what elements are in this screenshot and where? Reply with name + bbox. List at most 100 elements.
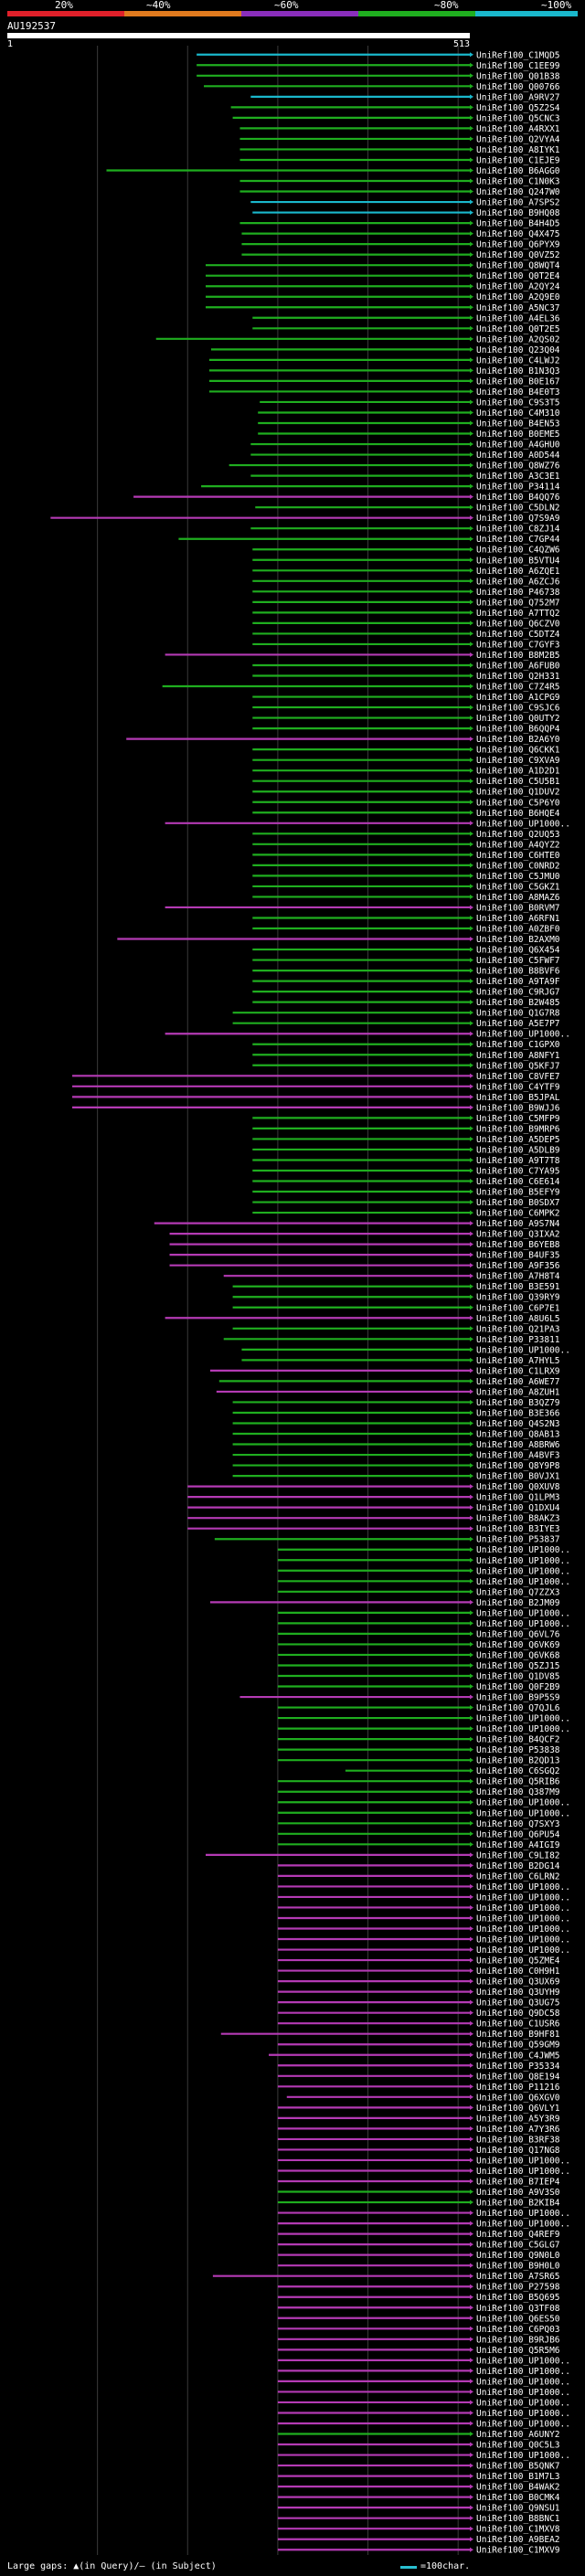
- hit-end-marker: [470, 2094, 473, 2100]
- hit-end-marker: [470, 810, 473, 815]
- hit-end-marker: [470, 1883, 473, 1889]
- hit-label: UniRef100_C4QZW6: [476, 546, 560, 556]
- hit-label: UniRef100_Q4X475: [476, 229, 560, 239]
- hit-end-marker: [470, 388, 473, 394]
- hit-end-marker: [470, 1442, 473, 1447]
- hit-end-marker: [470, 2484, 473, 2489]
- hit-end-marker: [470, 1736, 473, 1742]
- hit-label: UniRef100_B9HQ08: [476, 208, 560, 218]
- hit-label: UniRef100_Q6VK69: [476, 1640, 560, 1650]
- hit-label: UniRef100_C7GYF3: [476, 640, 560, 650]
- hit-label: UniRef100_C5DLN2: [476, 504, 560, 514]
- hit-end-marker: [470, 758, 473, 763]
- hit-label: UniRef100_Q01B38: [476, 71, 560, 81]
- hit-label: UniRef100_Q3IXA2: [476, 1230, 560, 1240]
- hit-end-marker: [470, 1662, 473, 1668]
- hit-end-marker: [470, 1073, 473, 1078]
- hit-end-marker: [470, 1452, 473, 1458]
- hit-label: UniRef100_A0ZBF0: [476, 925, 560, 935]
- hit-end-marker: [470, 357, 473, 363]
- hit-end-marker: [470, 1515, 473, 1521]
- hit-end-marker: [470, 1052, 473, 1057]
- hit-label: UniRef100_B6QQP4: [476, 725, 560, 735]
- hit-end-marker: [470, 62, 473, 68]
- hit-end-marker: [470, 1978, 473, 1984]
- hit-end-marker: [470, 231, 473, 237]
- hit-label: UniRef100_B4QCF2: [476, 1735, 560, 1745]
- hit-end-marker: [470, 1989, 473, 1995]
- hit-label: UniRef100_UP1000..: [476, 1556, 570, 1566]
- hit-label: UniRef100_UP1000..: [476, 1808, 570, 1818]
- hit-end-marker: [470, 831, 473, 836]
- hit-label: UniRef100_C4LWJ2: [476, 355, 560, 366]
- hit-label: UniRef100_A5E7P7: [476, 1019, 560, 1029]
- hit-end-marker: [470, 473, 473, 479]
- hit-end-marker: [470, 937, 473, 942]
- hit-label: UniRef100_C0H9H1: [476, 1966, 560, 1977]
- hit-label: UniRef100_Q6XGV0: [476, 2093, 560, 2103]
- hit-label: UniRef100_UP1000..: [476, 1903, 570, 1913]
- hit-label: UniRef100_A2Q9E0: [476, 292, 560, 302]
- hit-end-marker: [470, 1010, 473, 1015]
- hit-end-marker: [470, 1705, 473, 1711]
- hit-end-marker: [470, 1694, 473, 1700]
- hit-label: UniRef100_B3QZ79: [476, 1398, 560, 1408]
- hit-label: UniRef100_Q7ZZX3: [476, 1587, 560, 1597]
- hit-label: UniRef100_B6AGG0: [476, 166, 560, 176]
- hit-end-marker: [470, 800, 473, 805]
- hit-label: UniRef100_UP1000..: [476, 2356, 570, 2366]
- hit-label: UniRef100_B9WJJ6: [476, 1103, 560, 1113]
- hit-end-marker: [470, 2062, 473, 2068]
- scale-label-40: ~40%: [146, 0, 171, 11]
- hit-label: UniRef100_B4UF35: [476, 1251, 560, 1261]
- hit-label: UniRef100_UP1000..: [476, 1577, 570, 1587]
- scale-key-line: [400, 2566, 417, 2569]
- hit-label: UniRef100_Q0F2B9: [476, 1682, 560, 1692]
- hit-end-marker: [470, 2189, 473, 2195]
- hit-end-marker: [470, 2474, 473, 2479]
- hit-label: UniRef100_P53837: [476, 1535, 560, 1545]
- hit-label: UniRef100_C1GPX0: [476, 1040, 560, 1050]
- hit-label: UniRef100_Q5CNC3: [476, 113, 560, 123]
- hit-label: UniRef100_B9HF81: [476, 2030, 560, 2040]
- hit-label: UniRef100_Q3UG75: [476, 1998, 560, 2009]
- hit-end-marker: [470, 2358, 473, 2363]
- hit-end-marker: [470, 346, 473, 352]
- hit-label: UniRef100_A8NFY1: [476, 1051, 560, 1061]
- hit-end-marker: [470, 1799, 473, 1805]
- hit-end-marker: [470, 1526, 473, 1532]
- hit-end-marker: [470, 768, 473, 773]
- hit-end-marker: [470, 399, 473, 405]
- hit-end-marker: [470, 104, 473, 110]
- hit-label: UniRef100_Q7QJL6: [476, 1703, 560, 1713]
- hit-end-marker: [470, 652, 473, 657]
- hit-label: UniRef100_UP1000..: [476, 819, 570, 829]
- hit-end-marker: [470, 968, 473, 973]
- hit-label: UniRef100_B4QQ76: [476, 493, 560, 503]
- hit-label: UniRef100_A7TTQ2: [476, 609, 560, 619]
- hit-end-marker: [470, 167, 473, 173]
- hit-label: UniRef100_C6LRN2: [476, 1871, 560, 1882]
- hit-end-marker: [470, 1904, 473, 1910]
- hit-label: UniRef100_UP1000..: [476, 2156, 570, 2166]
- hit-end-marker: [470, 1115, 473, 1120]
- hit-label: UniRef100_C5DTZ4: [476, 630, 560, 640]
- hit-label: UniRef100_C1USR6: [476, 2019, 560, 2030]
- hit-label: UniRef100_A7Y3R6: [476, 2125, 560, 2135]
- hit-label: UniRef100_A3C3E1: [476, 472, 560, 482]
- hit-label: UniRef100_Q5R5M6: [476, 2346, 560, 2356]
- hit-label: UniRef100_B0VJX1: [476, 1472, 560, 1482]
- hit-label: UniRef100_A8ZUH1: [476, 1387, 560, 1397]
- hit-label: UniRef100_Q59GM9: [476, 2041, 560, 2051]
- hit-end-marker: [470, 737, 473, 742]
- hit-label: UniRef100_C4JWM5: [476, 2051, 560, 2061]
- hit-label: UniRef100_A4BVF3: [476, 1451, 560, 1461]
- hit-label: UniRef100_Q0XUV8: [476, 1482, 560, 1492]
- hit-end-marker: [470, 2463, 473, 2468]
- hit-end-marker: [470, 610, 473, 615]
- hit-end-marker: [470, 1157, 473, 1162]
- hit-label: UniRef100_B0CMK4: [476, 2493, 560, 2503]
- hit-label: UniRef100_UP1000..: [476, 1798, 570, 1808]
- hit-label: UniRef100_C9SJC6: [476, 704, 560, 714]
